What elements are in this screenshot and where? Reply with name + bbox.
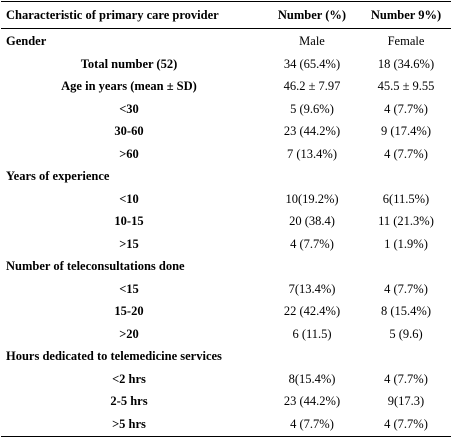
table-row: 15-20 22 (42.4%) 8 (15.4%)	[0, 301, 452, 321]
cell-male: 22 (42.4%)	[283, 304, 341, 318]
cell-male: 10(19.2%)	[285, 191, 339, 206]
header-number-male: Number (%)	[277, 8, 347, 22]
row-label: 15-20	[114, 304, 144, 318]
cell-male: 20 (38.4)	[289, 214, 335, 228]
table-row: >60 7 (13.4%) 4 (7.7%)	[0, 144, 452, 164]
cell-female: 1 (1.9%)	[384, 236, 428, 251]
row-label: <2 hrs	[112, 371, 146, 386]
cell-female: 4 (7.7%)	[384, 101, 428, 116]
section-label: Years of experience	[6, 169, 110, 183]
table-header-row: Characteristic of primary care provider …	[0, 5, 452, 25]
table-row: Age in years (mean ± SD) 46.2 ± 7.97 45.5 …	[0, 76, 452, 96]
table-row: Years of experience	[0, 166, 452, 186]
cell-male: 34 (65.4%)	[283, 56, 341, 71]
table-row: >20 6 (11.5) 5 (9.6)	[0, 324, 452, 344]
table-row: Number of teleconsultations done	[0, 256, 452, 276]
row-label: >60	[119, 146, 139, 161]
cell-male: 6 (11.5)	[292, 326, 332, 341]
table-row: <15 7(13.4%) 4 (7.7%)	[0, 279, 452, 299]
cell-male: 46.2 ± 7.97	[283, 79, 341, 93]
header-number-female: Number 9%)	[370, 8, 442, 22]
row-label: >15	[119, 236, 139, 251]
table-row: >15 4 (7.7%) 1 (1.9%)	[0, 234, 452, 254]
header-characteristic: Characteristic of primary care provider	[6, 8, 219, 22]
table-row: <10 10(19.2%) 6(11.5%)	[0, 189, 452, 209]
table-row: 10-15 20 (38.4) 11 (21.3%)	[0, 211, 452, 231]
cell-male: 8(15.4%)	[288, 371, 336, 386]
table-bottom-rule	[1, 436, 451, 437]
cell-female: 18 (34.6%)	[377, 56, 435, 71]
cell-male: Male	[299, 34, 325, 48]
cell-female: 6(11.5%)	[382, 191, 430, 206]
table-header-rule	[1, 28, 451, 29]
table-row: 2-5 hrs 23 (44.2%) 9(17.3)	[0, 391, 452, 411]
section-label: Number of teleconsultations done	[6, 259, 185, 273]
cell-female: 45.5 ± 9.55	[377, 79, 435, 93]
cell-female: 5 (9.6)	[389, 326, 423, 341]
table-row: <30 5 (9.6%) 4 (7.7%)	[0, 99, 452, 119]
table-top-rule	[1, 1, 451, 2]
cell-female: 11 (21.3%)	[378, 214, 434, 228]
cell-male: 23 (44.2%)	[283, 124, 341, 138]
cell-male: 7 (13.4%)	[287, 146, 337, 161]
row-label: >5 hrs	[112, 416, 146, 431]
row-label: <10	[119, 191, 139, 206]
row-label: <30	[119, 101, 139, 116]
cell-female: 9 (17.4%)	[381, 124, 431, 138]
cell-female: Female	[387, 34, 425, 48]
row-label: Age in years (mean ± SD)	[61, 79, 197, 93]
row-label: 10-15	[114, 214, 144, 228]
row-label: >20	[119, 326, 139, 341]
cell-male: 5 (9.6%)	[290, 101, 334, 116]
cell-male: 4 (7.7%)	[290, 236, 334, 251]
row-label: Total number (52)	[80, 56, 178, 71]
table-row: 30-60 23 (44.2%) 9 (17.4%)	[0, 121, 452, 141]
cell-female: 4 (7.7%)	[384, 416, 428, 431]
cell-female: 9(17.3)	[387, 394, 425, 408]
cell-male: 7(13.4%)	[288, 281, 336, 296]
section-label: Hours dedicated to telemedicine services	[6, 349, 222, 363]
cell-male: 23 (44.2%)	[283, 394, 341, 408]
table-row: Gender Male Female	[0, 31, 452, 51]
table-row: <2 hrs 8(15.4%) 4 (7.7%)	[0, 369, 452, 389]
section-label: Gender	[6, 34, 47, 48]
row-label: <15	[119, 281, 139, 296]
table-row: Hours dedicated to telemedicine services	[0, 346, 452, 366]
cell-female: 4 (7.7%)	[384, 371, 428, 386]
cell-female: 8 (15.4%)	[381, 304, 431, 318]
cell-female: 4 (7.7%)	[384, 146, 428, 161]
cell-male: 4 (7.7%)	[290, 416, 334, 431]
table-row: Total number (52) 34 (65.4%) 18 (34.6%)	[0, 54, 452, 74]
row-label: 30-60	[114, 124, 144, 138]
cell-female: 4 (7.7%)	[384, 281, 428, 296]
table-row: >5 hrs 4 (7.7%) 4 (7.7%)	[0, 414, 452, 434]
row-label: 2-5 hrs	[110, 394, 148, 408]
